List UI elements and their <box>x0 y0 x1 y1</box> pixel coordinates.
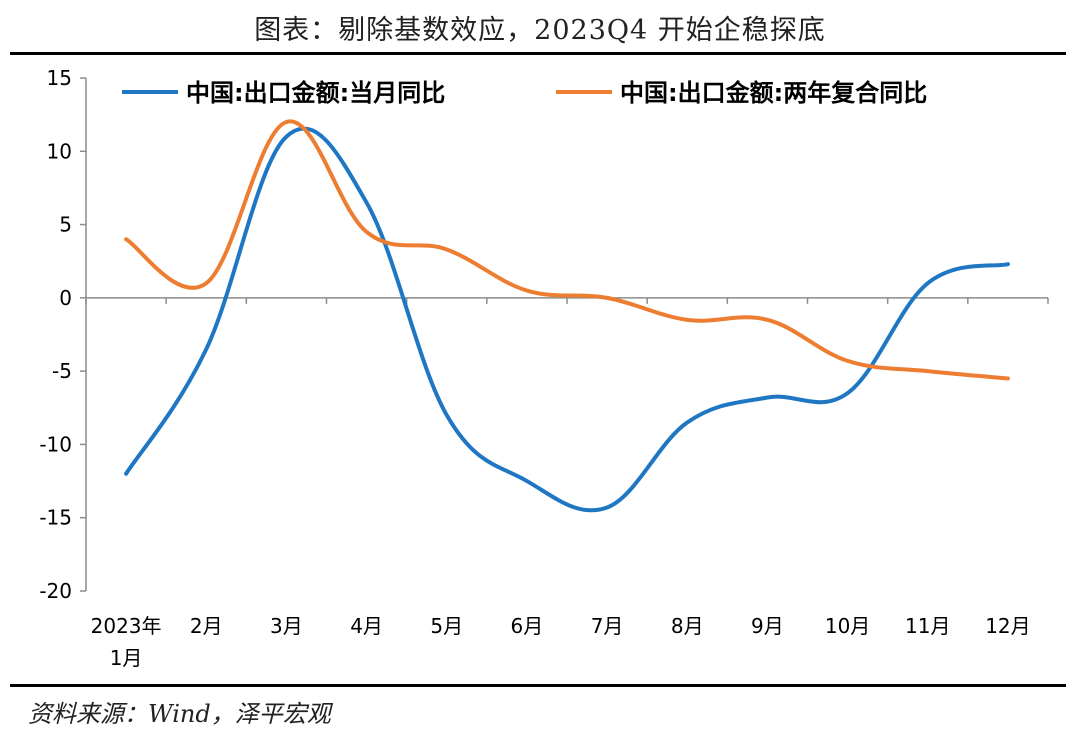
chart-title: 图表：剔除基数效应，2023Q4 开始企稳探底 <box>254 15 826 46</box>
top-rule <box>10 52 1066 55</box>
legend-label-1: 中国:出口金额:两年复合同比 <box>620 79 927 107</box>
legend-label-0: 中国:出口金额:当月同比 <box>186 79 445 107</box>
x-tick-label: 8月 <box>671 614 704 638</box>
source-note: 资料来源：Wind，泽平宏观 <box>28 700 331 728</box>
series-line-0 <box>124 126 1010 513</box>
series-line-1 <box>124 119 1010 381</box>
x-tick-label: 3月 <box>270 614 303 638</box>
x-tick-label: 4月 <box>350 614 383 638</box>
y-tick-label: -10 <box>39 432 72 456</box>
y-tick-label: -5 <box>52 359 72 383</box>
x-tick-label: 2023年 <box>91 614 162 638</box>
x-tick-label: 10月 <box>825 614 870 638</box>
axes: 15 10 5 0 -5 -10 -15 -20 2023年 1月 2月 3月 4月 5月 6月 7月 8月 9月… <box>39 66 1049 670</box>
y-tick-label: -15 <box>39 506 72 530</box>
y-tick-label: -20 <box>39 579 72 603</box>
x-tick-label: 2月 <box>190 614 223 638</box>
x-tick-label: 9月 <box>751 614 784 638</box>
y-tick-label: 15 <box>47 66 72 90</box>
x-tick-label: 12月 <box>985 614 1030 638</box>
x-tick-label: 1月 <box>110 646 143 670</box>
y-tick-label: 5 <box>59 213 72 237</box>
x-tick-label: 6月 <box>511 614 544 638</box>
y-tick-label: 0 <box>59 286 72 310</box>
x-tick-label: 7月 <box>591 614 624 638</box>
y-tick-label: 10 <box>47 139 72 163</box>
bottom-rule <box>10 684 1066 687</box>
legend: 中国:出口金额:当月同比 中国:出口金额:两年复合同比 <box>122 79 927 107</box>
series-layer <box>124 119 1010 513</box>
x-tick-label: 5月 <box>430 614 463 638</box>
x-tick-label: 11月 <box>905 614 950 638</box>
